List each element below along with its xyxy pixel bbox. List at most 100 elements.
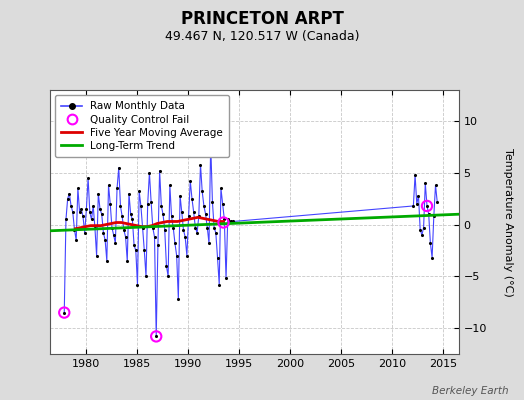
Point [111,240,119,246]
Point [217,185,225,192]
Point [423,203,431,209]
Point [84,175,92,181]
Point [63,196,72,202]
Point [181,234,189,240]
Point [135,188,144,195]
Point [428,254,436,261]
Point [198,188,206,195]
Text: 49.467 N, 120.517 W (Canada): 49.467 N, 120.517 W (Canada) [165,30,359,43]
Point [75,209,84,215]
Point [119,226,128,233]
Point [203,224,212,231]
Point [208,199,216,205]
Point [123,258,132,264]
Point [132,247,140,254]
Point [106,201,114,207]
Point [176,192,184,199]
Point [188,196,196,202]
Point [116,203,125,209]
Point [162,263,171,269]
Point [99,230,107,236]
Point [424,211,433,218]
Point [142,273,150,280]
Point [128,216,137,223]
Point [174,296,182,302]
Point [156,168,164,174]
Point [104,182,113,188]
Point [201,211,210,218]
Point [115,164,123,171]
Point [228,218,237,225]
Point [65,190,73,197]
Y-axis label: Temperature Anomaly (°C): Temperature Anomaly (°C) [504,148,514,296]
Point [186,178,194,184]
Point [220,219,228,226]
Point [220,216,228,223]
Point [169,224,178,231]
Point [172,252,181,259]
Point [219,201,227,207]
Point [140,247,148,254]
Point [122,234,130,240]
Point [96,206,104,212]
Point [184,213,193,220]
Point [222,275,230,282]
Point [74,185,82,192]
Point [77,206,85,212]
Point [91,224,99,231]
Point [166,182,174,188]
Point [118,213,126,220]
Point [412,201,421,207]
Point [126,211,135,218]
Point [144,201,152,207]
Point [103,258,111,264]
Point [215,282,223,288]
Point [125,190,133,197]
Point [130,242,138,248]
Point [171,240,179,246]
Point [421,180,430,186]
Point [60,309,69,316]
Point [138,224,147,231]
Point [423,203,431,209]
Point [409,203,418,209]
Point [88,216,96,223]
Point [133,282,141,288]
Point [411,172,419,178]
Point [101,237,110,243]
Point [113,185,121,192]
Point [60,309,69,316]
Point [70,226,79,233]
Point [160,226,169,233]
Text: PRINCETON ARPT: PRINCETON ARPT [181,10,343,28]
Point [225,218,234,225]
Point [159,211,167,218]
Point [183,252,191,259]
Text: Berkeley Earth: Berkeley Earth [432,386,508,396]
Point [206,141,215,147]
Point [89,203,97,209]
Point [69,209,77,215]
Point [81,230,89,236]
Point [152,333,160,340]
Point [205,240,213,246]
Point [94,190,103,197]
Point [62,216,70,223]
Point [92,252,101,259]
Point [108,224,116,231]
Legend: Raw Monthly Data, Quality Control Fail, Five Year Moving Average, Long-Term Tren: Raw Monthly Data, Quality Control Fail, … [55,95,230,157]
Point [150,234,159,240]
Point [194,213,203,220]
Point [426,240,434,246]
Point [157,203,166,209]
Point [149,224,157,231]
Point [167,213,176,220]
Point [179,226,188,233]
Point [191,224,200,231]
Point [414,192,423,199]
Point [72,237,80,243]
Point [178,209,186,215]
Point [145,170,154,176]
Point [416,226,424,233]
Point [152,333,160,340]
